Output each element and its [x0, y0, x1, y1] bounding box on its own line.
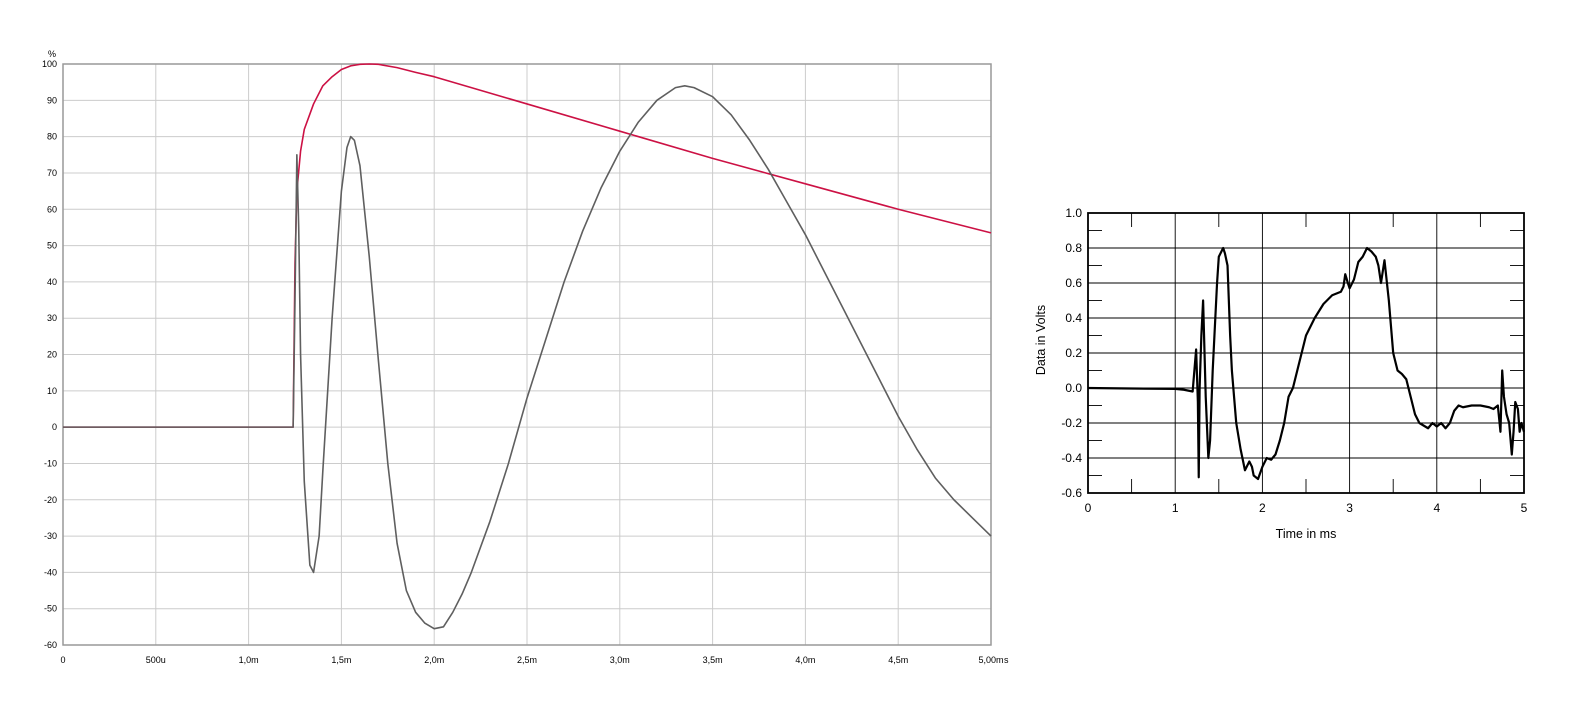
chart-2-x-tick-label: 1 [1172, 501, 1179, 515]
chart-2-plot-frame [1087, 212, 1525, 494]
chart-1-series-line-1 [63, 84, 992, 630]
chart-2-y-tick-label: -0.4 [1061, 451, 1082, 465]
chart-1-x-tick-label: 1,5m [331, 655, 351, 665]
chart-1-x-tick-label: 0 [60, 655, 65, 665]
chart-2-y-tick-labels: 1.0 0.8 0.6 0.4 0.2 0.0 -0.2 -0.4 -0.6 [1061, 206, 1082, 500]
chart-2-y-tick-label: -0.6 [1061, 486, 1082, 500]
chart-1-y-tick-label: 10 [47, 386, 57, 396]
chart-1-y-tick-label: 100 [42, 59, 57, 69]
chart-2-y-tick-label: 0.8 [1065, 241, 1082, 255]
chart-2-y-axis-label: Data in Volts [1034, 305, 1048, 375]
chart-2-x-tick-label: 3 [1346, 501, 1353, 515]
chart-2-series-group [1087, 246, 1526, 481]
chart-1-plot-frame [62, 63, 992, 646]
chart-1-x-tick-label: 2,5m [517, 655, 537, 665]
chart-2-x-tick-label: 5 [1521, 501, 1528, 515]
chart-2-y-tick-label: -0.2 [1061, 416, 1082, 430]
chart-1-impulse-response: 1009080706050403020100-10-20-30-40-50-60… [42, 49, 1009, 665]
chart-1-x-tick-label: 4,5m [888, 655, 908, 665]
chart-1-y-tick-label: 30 [47, 313, 57, 323]
chart-1-x-tick-label: 500u [146, 655, 166, 665]
chart-1-y-tick-label: -40 [44, 567, 57, 577]
chart-1-x-tick-label: 3,0m [610, 655, 630, 665]
chart-1-y-tick-label: 0 [52, 422, 57, 432]
chart-1-x-tick-label: 5,00m [978, 655, 1003, 665]
chart-1-y-tick-label: -30 [44, 531, 57, 541]
chart-2-x-tick-label: 0 [1085, 501, 1092, 515]
chart-1-y-tick-label: 70 [47, 168, 57, 178]
chart-1-y-tick-label: -10 [44, 458, 57, 468]
chart-1-y-tick-label: -60 [44, 640, 57, 650]
chart-2-y-tick-label: 0.0 [1065, 381, 1082, 395]
chart-1-y-tick-label: 50 [47, 241, 57, 251]
chart-2-minor-ticks [1088, 213, 1524, 493]
chart-1-x-tick-label: 1,0m [239, 655, 259, 665]
chart-2-y-tick-label: 1.0 [1065, 206, 1082, 220]
chart-2-x-tick-label: 4 [1433, 501, 1440, 515]
chart-2-y-tick-label: 0.2 [1065, 346, 1082, 360]
chart-2-x-axis-label: Time in ms [1276, 527, 1337, 541]
chart-1-y-tick-label: -20 [44, 495, 57, 505]
chart-2-x-tick-labels: 0 1 2 3 4 5 [1085, 501, 1528, 515]
chart-1-gridlines [62, 63, 992, 646]
chart-1-x-tick-labels: 0 500u 1,0m 1,5m 2,0m 2,5m 3,0m 3,5m 4,0m 4,5m 5,0… [60, 655, 1003, 665]
chart-2-series-line-1 [1087, 246, 1526, 481]
chart-2-x-tick-label: 2 [1259, 501, 1266, 515]
chart-1-y-tick-label: 40 [47, 277, 57, 287]
chart-2-y-tick-label: 0.4 [1065, 311, 1082, 325]
chart-1-x-unit: s [1004, 655, 1009, 665]
chart-1-y-tick-label: 80 [47, 132, 57, 142]
chart-1-series-group [63, 63, 992, 630]
chart-1-x-tick-label: 4,0m [795, 655, 815, 665]
chart-1-x-tick-label: 2,0m [424, 655, 444, 665]
chart-1-y-unit: % [48, 49, 56, 59]
chart-1-y-tick-label: 90 [47, 95, 57, 105]
chart-1-series-line-2 [63, 63, 992, 428]
chart-2-gridlines [1087, 212, 1525, 494]
chart-1-y-tick-label: 60 [47, 204, 57, 214]
chart-2-y-tick-label: 0.6 [1065, 276, 1082, 290]
chart-1-y-tick-label: -50 [44, 604, 57, 614]
chart-1-y-tick-label: 20 [47, 350, 57, 360]
chart-1-x-tick-label: 3,5m [703, 655, 723, 665]
